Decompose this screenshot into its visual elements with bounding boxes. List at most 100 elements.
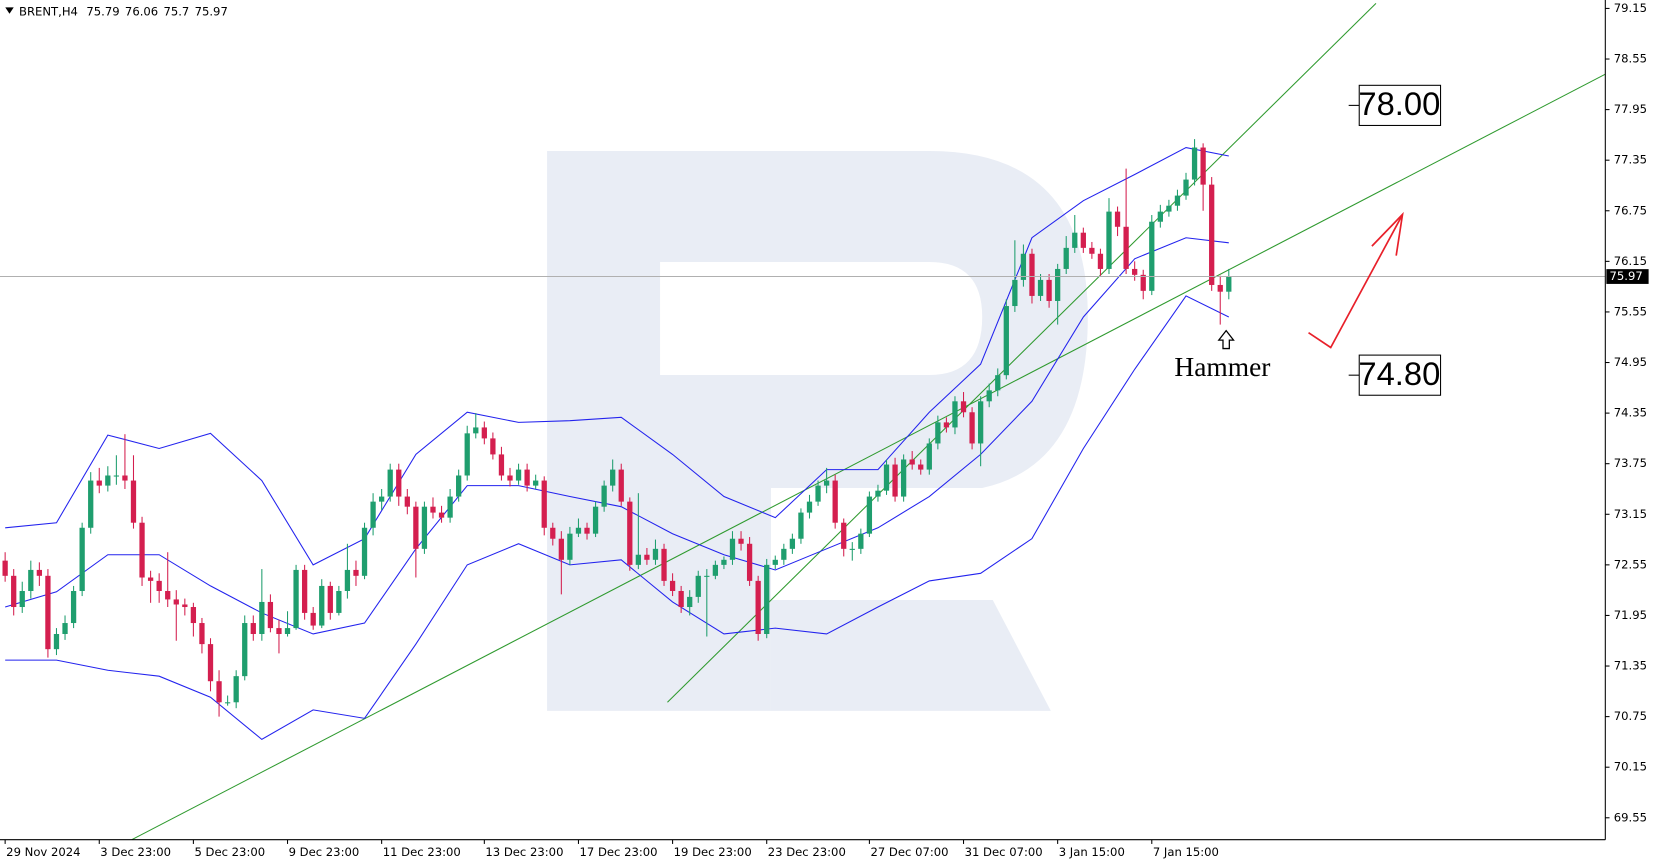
candle-body: [156, 580, 162, 591]
y-tick-label: 74.95: [1614, 355, 1647, 369]
candle-body: [456, 475, 462, 497]
candle-body: [764, 564, 770, 634]
candle-body: [909, 459, 915, 465]
candle-body: [2, 560, 8, 576]
watermark-r: [547, 151, 1088, 711]
candle-body: [490, 438, 496, 455]
trend-line: [131, 73, 1606, 841]
watermark: [547, 151, 1088, 711]
candle-body: [952, 401, 958, 428]
candle-body: [883, 464, 890, 491]
candle-body: [1089, 247, 1095, 254]
candle-body: [464, 433, 470, 476]
candle-body: [182, 604, 188, 608]
candle-body: [327, 585, 333, 613]
candle-body: [815, 485, 821, 502]
candle-body: [832, 480, 838, 523]
candle-body: [1029, 253, 1035, 296]
candle-body: [396, 469, 402, 497]
candle-body: [122, 475, 128, 481]
candle-body: [567, 533, 573, 560]
candle-body: [1217, 284, 1223, 292]
candle-body: [627, 501, 633, 565]
candle-body: [584, 527, 590, 534]
candle-body: [370, 501, 376, 528]
candle-body: [704, 575, 710, 577]
candle-body: [661, 548, 667, 581]
candle-body: [798, 512, 804, 539]
candle-body: [507, 475, 513, 481]
candle-body: [199, 623, 205, 645]
candle-body: [1046, 279, 1052, 301]
candle-body: [1063, 247, 1069, 269]
candle-body: [524, 469, 530, 486]
candle-body: [892, 464, 898, 497]
candle-body: [361, 527, 368, 576]
x-tick-label: 19 Dec 23:00: [674, 845, 752, 859]
candle-body: [421, 506, 428, 549]
candle-body: [995, 375, 1001, 391]
candle-body: [1003, 306, 1009, 376]
candle-body: [610, 469, 616, 486]
candle-body: [1209, 184, 1215, 285]
candle-body: [1149, 221, 1155, 291]
level-label: 74.80: [1358, 355, 1440, 392]
candle-body: [729, 538, 736, 560]
candle-body: [635, 554, 641, 565]
candle-body: [62, 623, 68, 634]
candle-body: [849, 548, 855, 550]
x-tick-label: 5 Dec 23:00: [194, 845, 265, 859]
candle-body: [550, 527, 556, 539]
candle-body: [746, 543, 753, 581]
candle-body: [1123, 226, 1129, 269]
menu-triangle[interactable]: [5, 7, 14, 14]
arrow-shaft: [1308, 216, 1403, 349]
y-tick-label: 72.55: [1614, 557, 1647, 571]
x-tick-label: 3 Jan 15:00: [1059, 845, 1125, 859]
candle-body: [1174, 195, 1181, 206]
candle-body: [430, 506, 436, 513]
candle-body: [96, 480, 102, 486]
candle-body: [216, 681, 222, 703]
candle-body: [986, 390, 992, 402]
x-tick-label: 17 Dec 23:00: [580, 845, 658, 859]
candle-body: [293, 569, 299, 629]
candle-body: [387, 469, 393, 497]
candle-body: [165, 590, 171, 600]
candle-body: [772, 559, 778, 565]
candle-body: [53, 633, 60, 650]
candle-body: [935, 422, 941, 444]
candle-body: [139, 522, 145, 578]
candle-body: [28, 569, 34, 591]
candle-body: [1080, 232, 1086, 248]
candle-body: [669, 580, 676, 591]
candle-body: [1140, 274, 1146, 291]
band-line: [5, 295, 1230, 741]
candle-body: [969, 412, 975, 444]
candle-body: [88, 480, 94, 528]
candle-body: [1200, 147, 1206, 185]
y-tick-label: 77.35: [1614, 153, 1647, 167]
candle-body: [789, 538, 796, 549]
x-tick-label: 11 Dec 23:00: [383, 845, 461, 859]
y-tick-label: 74.35: [1614, 406, 1647, 420]
candle-body: [695, 575, 701, 597]
current-price-box: [1606, 269, 1649, 284]
candle-body: [687, 596, 693, 608]
candle-body: [147, 577, 154, 581]
x-tick-label: 3 Dec 23:00: [100, 845, 171, 859]
candle-body: [781, 548, 787, 560]
candle-body: [301, 569, 308, 613]
candle-body: [207, 644, 214, 682]
candle-body: [712, 564, 719, 576]
candle-body: [224, 702, 231, 704]
candle-body: [70, 590, 77, 624]
low: 75.7: [163, 4, 189, 18]
candle-body: [678, 590, 684, 608]
candle-body: [190, 607, 197, 624]
candle-body: [130, 480, 137, 523]
candle-body: [1106, 211, 1112, 269]
candle-body: [575, 527, 582, 534]
